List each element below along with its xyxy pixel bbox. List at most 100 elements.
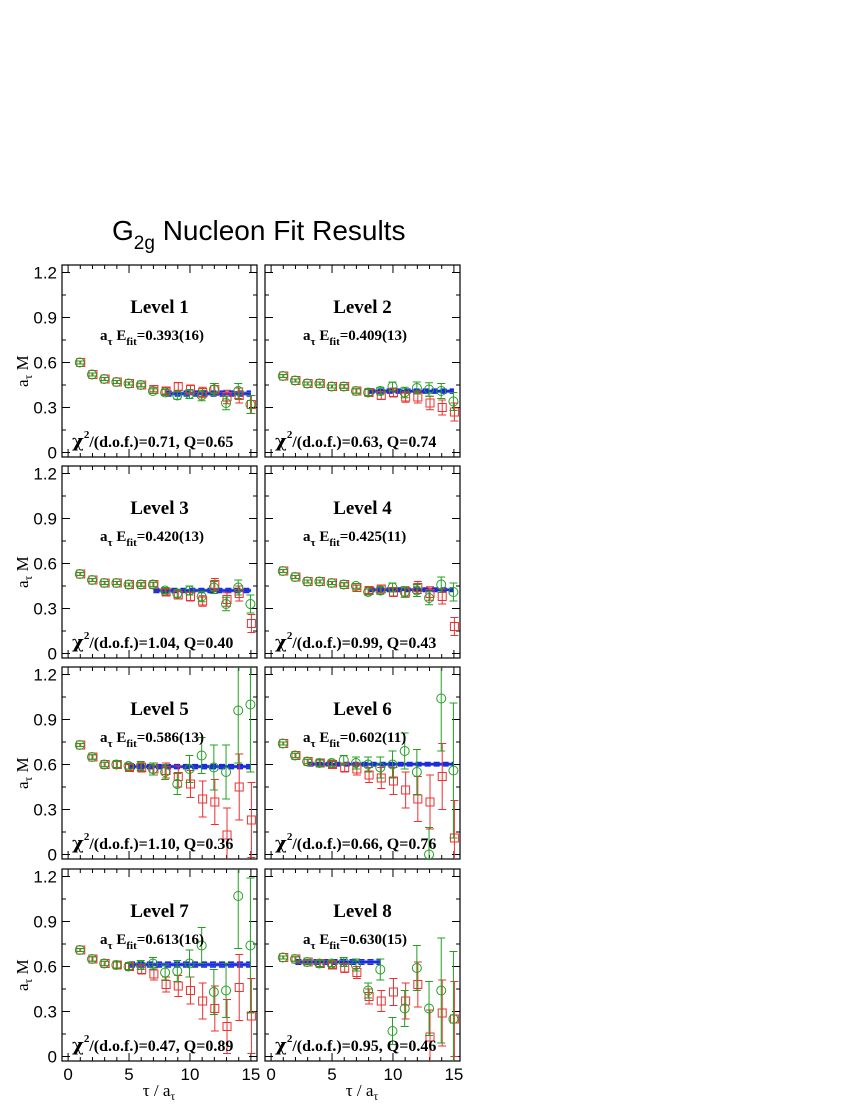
y-tick-label: 1.2 [33,666,57,685]
green-circle-marker [99,958,110,969]
fit-energy-label: aτ Efit=0.425(11) [303,529,406,549]
red-square-marker [401,392,411,402]
efit-e: E [316,932,330,948]
red-square-marker [401,785,411,795]
red-square-marker [364,770,374,780]
y-tick-label: 0.9 [33,510,57,529]
efit-fit-sub: fit [329,940,340,952]
red-square-marker [437,403,447,412]
y-label-a: a [13,379,32,387]
green-circle-marker [375,964,386,975]
green-circle-marker [233,582,244,593]
level-label: Level 1 [130,297,189,318]
x-tick-label: 0 [63,1065,72,1084]
efit-value: =0.409(13) [340,328,407,344]
green-circle-marker [399,746,410,756]
green-circle-marker [111,759,122,770]
green-circle-marker [245,399,256,410]
y-label-a: a [13,580,32,588]
y-label-sub: τ [21,575,35,580]
green-circle-marker [172,779,183,789]
green-circle-marker [147,386,158,396]
x-label-sub: τ [373,1089,378,1103]
level-label: Level 6 [333,699,392,720]
green-circle-marker [86,752,97,762]
red-square-marker [185,779,195,789]
green-circle-marker [399,587,410,597]
chi-text: /(d.o.f.)=0.63, Q=0.74 [291,434,436,451]
efit-value: =0.602(11) [340,730,406,746]
efit-a: a [100,529,108,545]
y-tick-label: 0.9 [33,711,57,730]
level-label: Level 4 [333,498,392,519]
green-circle-marker [135,761,146,771]
red-square-marker [340,963,350,973]
green-circle-marker [411,585,422,596]
green-circle-marker [86,954,97,964]
y-tick-label: 0.9 [33,309,57,328]
red-square-marker [413,980,423,989]
efit-e: E [113,529,127,545]
efit-tau-sub: τ [108,537,113,549]
plot-frame [61,264,258,458]
green-circle-marker [86,575,97,585]
red-square-marker [161,766,171,775]
green-circle-marker [289,572,300,582]
efit-tau-sub: τ [311,940,316,952]
chi-symbol: χ [275,632,287,653]
chi-square-label: χ2/(d.o.f.)=0.71, Q=0.65 [72,429,233,452]
efit-fit-sub: fit [126,336,137,348]
red-square-marker [222,392,232,402]
green-circle-marker [172,390,183,401]
chi-superscript: 2 [84,429,90,441]
efit-e: E [113,328,127,344]
green-circle-marker [302,957,313,967]
green-circle-marker [221,398,232,408]
green-circle-marker [289,954,300,964]
efit-a: a [303,932,311,948]
red-square-marker [449,622,459,631]
green-circle-marker [277,566,288,576]
green-circle-marker [424,593,435,603]
red-square-marker [198,794,208,804]
green-circle-marker [99,759,110,770]
green-circle-marker [387,582,398,593]
y-axis-label: aτ M [13,556,35,588]
y-tick-label: 1.2 [33,868,57,887]
x-tick-label: 10 [384,1065,403,1084]
red-square-marker [185,592,195,601]
green-circle-marker [221,985,232,996]
green-circle-marker [74,945,85,955]
green-circle-marker [135,380,146,390]
green-circle-marker [363,985,374,996]
chi-square-label: χ2/(d.o.f.)=0.66, Q=0.76 [275,831,436,854]
green-circle-marker [350,758,361,768]
chi-superscript: 2 [287,1033,293,1045]
green-circle-marker [74,740,85,750]
red-square-marker [222,595,232,604]
green-circle-marker [436,579,447,590]
green-circle-marker [277,952,288,963]
y-label-m: M [13,757,32,776]
green-circle-marker [160,767,171,777]
green-circle-marker [424,1003,435,1014]
green-circle-marker [196,591,207,602]
y-label-m: M [13,556,32,575]
x-axis-label: τ / aτ [346,1081,379,1103]
green-circle-marker [387,759,398,770]
green-circle-marker [314,576,325,587]
green-circle-marker [196,940,207,951]
efit-e: E [113,932,127,948]
chi-superscript: 2 [84,1033,90,1045]
green-circle-marker [289,375,300,386]
chi-square-label: χ2/(d.o.f.)=0.99, Q=0.43 [275,630,436,653]
y-label-sub: τ [21,776,35,781]
green-circle-marker [160,585,171,596]
efit-a: a [100,932,108,948]
green-circle-marker [363,759,374,770]
chi-symbol: χ [72,632,84,653]
red-square-marker [388,987,398,997]
efit-tau-sub: τ [108,738,113,750]
green-circle-marker [350,386,361,396]
